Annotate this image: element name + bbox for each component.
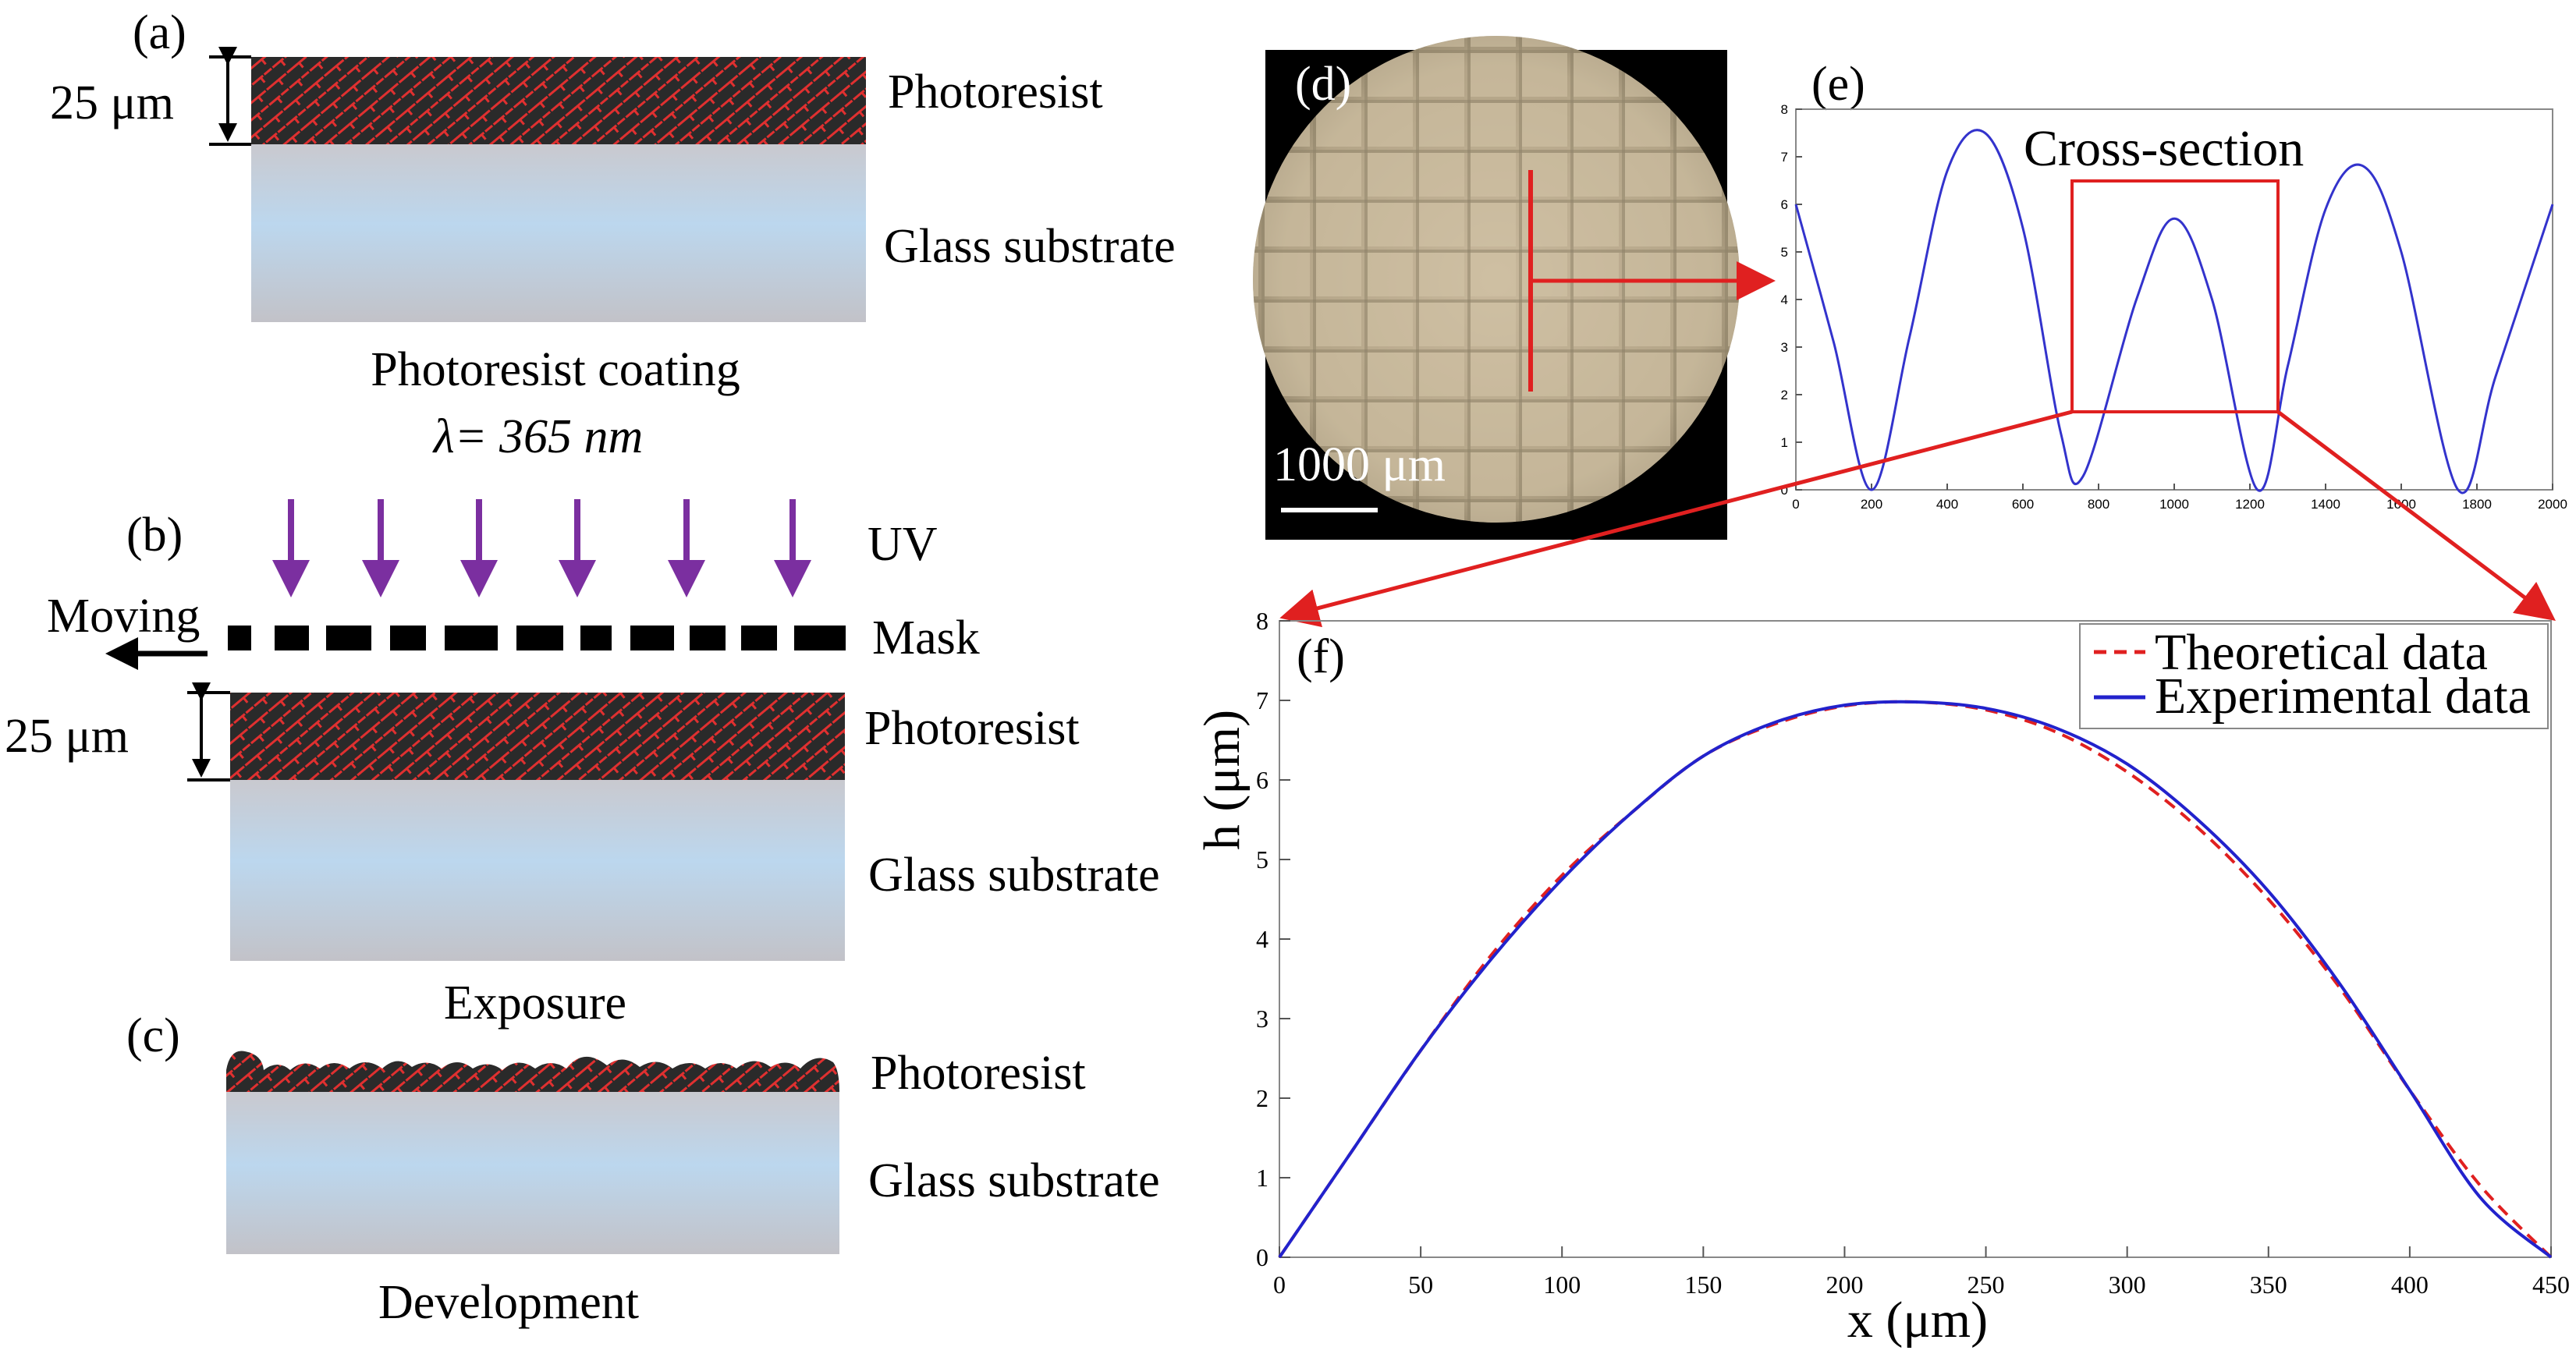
x-tick-label: 350	[2250, 1271, 2287, 1299]
panel-d: (d) 1000 μm	[1253, 36, 1776, 540]
x-tick-label: 1400	[2311, 497, 2340, 512]
plot-f-y-ticks: 0 1 2 3 4 5 6 7 8	[1256, 607, 1290, 1271]
mask	[228, 626, 846, 650]
y-tick-label: 8	[1781, 102, 1788, 117]
wavelength-label: λ= 365 nm	[432, 410, 643, 463]
x-tick-label: 150	[1684, 1271, 1722, 1299]
panel-a-tag: (a)	[133, 6, 186, 59]
y-tick-label: 6	[1256, 766, 1268, 794]
x-tick-label: 300	[2109, 1271, 2146, 1299]
y-tick-label: 8	[1256, 607, 1268, 635]
panel-e: (e) 020040060080010001200140016001800200…	[1279, 58, 2567, 628]
x-tick-label: 400	[1936, 497, 1958, 512]
x-tick-label: 100	[1543, 1271, 1581, 1299]
legend-box	[2079, 623, 2549, 729]
y-tick-label: 7	[1781, 150, 1788, 165]
y-tick-label: 1	[1781, 435, 1788, 450]
uv-label: UV	[868, 518, 938, 571]
plot-f-xlabel: x (μm)	[1847, 1292, 1988, 1349]
y-tick-label: 4	[1781, 292, 1788, 307]
y-tick-label: 5	[1256, 845, 1268, 874]
plot-f-x-ticks: 0 50 100 150 200 250 300 350 400 450	[1273, 1246, 2570, 1299]
x-tick-label: 0	[1273, 1271, 1286, 1299]
zoom-arrow-right	[2276, 410, 2556, 622]
y-tick-label: 0	[1781, 483, 1788, 498]
y-tick-label: 3	[1256, 1005, 1268, 1033]
theoretical-curve	[1278, 700, 2553, 1259]
legend-theory-label: Theoretical data	[2155, 624, 2488, 681]
x-tick-label: 1200	[2235, 497, 2265, 512]
panel-a: (a) 25 μm Photoresist Glass substrate Ph…	[50, 6, 1176, 463]
experimental-curve	[1278, 700, 2553, 1259]
y-tick-label: 1	[1256, 1164, 1268, 1192]
photoresist-layer-a	[251, 57, 866, 144]
caption-b: Exposure	[444, 976, 626, 1030]
x-tick-label: 400	[2391, 1271, 2429, 1299]
moving-label: Moving	[47, 590, 200, 643]
x-tick-label: 600	[2012, 497, 2034, 512]
thickness-label-a: 25 μm	[50, 76, 174, 129]
plot-f-legend: Theoretical data Experimental data	[2079, 623, 2549, 729]
cross-section-selection-box	[2070, 179, 2280, 413]
uv-arrows	[272, 499, 811, 597]
plot-e-profile-curve	[1794, 129, 2554, 494]
zoom-arrow-left	[1279, 409, 2073, 628]
photoresist-label-b: Photoresist	[864, 702, 1080, 755]
glass-label-a: Glass substrate	[884, 220, 1176, 273]
photoresist-label-c: Photoresist	[871, 1047, 1086, 1100]
x-tick-label: 2000	[2538, 497, 2567, 512]
panel-e-tag: (e)	[1811, 58, 1865, 111]
y-tick-label: 5	[1781, 245, 1788, 260]
y-tick-label: 7	[1256, 686, 1268, 714]
y-tick-label: 2	[1781, 388, 1788, 402]
panel-c-tag: (c)	[126, 1009, 180, 1062]
x-tick-label: 800	[2088, 497, 2109, 512]
thickness-label-b: 25 μm	[5, 710, 129, 763]
x-tick-label: 1800	[2462, 497, 2492, 512]
glass-label-c: Glass substrate	[868, 1154, 1160, 1207]
photoresist-layer-b	[230, 693, 845, 780]
x-tick-label: 50	[1408, 1271, 1433, 1299]
x-tick-label: 450	[2532, 1271, 2570, 1299]
glass-substrate-a	[251, 144, 866, 322]
y-tick-label: 3	[1781, 340, 1788, 355]
panel-b: (b) UV Moving Mask	[5, 499, 1160, 1030]
photoresist-microlens-layer	[226, 1051, 839, 1092]
scale-bar-label: 1000 μm	[1273, 438, 1446, 491]
glass-substrate-c	[226, 1092, 839, 1254]
x-tick-label: 250	[1967, 1271, 2005, 1299]
y-tick-label: 6	[1781, 197, 1788, 212]
y-tick-label: 4	[1256, 925, 1268, 953]
panel-d-tag: (d)	[1295, 58, 1351, 111]
caption-c: Development	[378, 1276, 639, 1329]
legend-experimental-label: Experimental data	[2155, 668, 2531, 725]
x-tick-label: 200	[1826, 1271, 1863, 1299]
plot-f-ylabel: h (μm)	[1194, 710, 1251, 850]
panel-b-tag: (b)	[126, 509, 183, 562]
y-tick-label: 2	[1256, 1084, 1268, 1112]
plot-e-x-ticks: 0200400600800100012001400160018002000	[1792, 484, 2567, 512]
panel-c: (c) Photoresist Glass substrate Developm…	[126, 1009, 1160, 1329]
y-tick-label: 0	[1256, 1243, 1268, 1271]
x-tick-label: 0	[1792, 497, 1799, 512]
x-tick-label: 200	[1861, 497, 1882, 512]
x-tick-label: 1000	[2159, 497, 2189, 512]
glass-label-b: Glass substrate	[868, 849, 1160, 902]
mask-label: Mask	[872, 611, 980, 665]
glass-substrate-b	[230, 780, 845, 961]
plot-e-y-ticks: 0 1 2 3 4 5 6 7 8	[1781, 102, 1802, 498]
caption-a: Photoresist coating	[371, 343, 740, 396]
panel-f-tag: (f)	[1297, 630, 1345, 683]
cross-section-label: Cross-section	[2024, 120, 2304, 177]
photoresist-label-a: Photoresist	[888, 66, 1103, 119]
panel-f: (f) 0 50 100 150 200 250 300 350 400 450 0 1 2 3 4 5 6 7…	[1194, 607, 2570, 1349]
